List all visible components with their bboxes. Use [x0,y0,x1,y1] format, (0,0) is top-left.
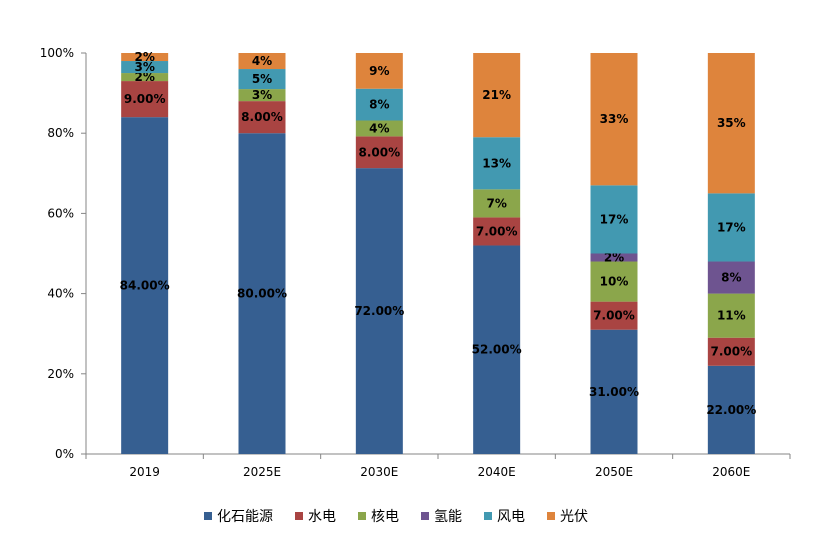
legend-label: 风电 [497,509,525,525]
legend-swatch [484,512,492,520]
bar-segment [590,253,638,262]
data-label: 31.00% [589,385,639,399]
bar-segment [121,73,169,82]
data-label: 8.00% [359,145,401,159]
legend-swatch [358,512,366,520]
x-tick-label: 2040E [478,465,516,479]
data-label: 52.00% [472,343,522,357]
data-label: 4% [369,121,389,135]
bar-segment [590,53,638,186]
data-label: 2% [134,50,154,64]
bar-segment [707,293,755,338]
data-label: 8.00% [241,110,283,124]
legend-label: 水电 [308,509,336,525]
y-tick-label: 100% [40,46,74,60]
bar-segment [121,61,169,74]
bar-segment [473,217,521,246]
data-label: 21% [482,88,511,102]
bar-segment [473,189,521,218]
bar-segment [707,337,755,366]
legend-swatch [204,512,212,520]
data-label: 7.00% [593,309,635,323]
legend-swatch [547,512,555,520]
bar-segment [707,53,755,194]
x-tick-label: 2050E [595,465,633,479]
legend-swatch [295,512,303,520]
x-tick-label: 2025E [243,465,281,479]
bar-segment [473,53,521,138]
bar-segment [355,136,403,169]
x-tick-label: 2060E [712,465,750,479]
data-label: 7% [486,196,506,210]
data-label: 9% [369,64,389,78]
data-label: 9.00% [124,92,166,106]
data-label: 72.00% [354,304,404,318]
bar-segment [238,133,286,454]
x-tick-label: 2019 [129,465,160,479]
data-label: 84.00% [120,279,170,293]
y-tick-label: 80% [47,126,74,140]
bar-segment [238,53,286,70]
bar-segment [590,261,638,302]
bar-segment [121,81,169,118]
bar-segment [707,193,755,262]
y-tick-label: 20% [47,367,74,381]
legend-swatch [421,512,429,520]
data-label: 8% [721,271,741,285]
bar-segment [355,120,403,137]
bar-segment [590,301,638,330]
data-label: 3% [134,60,154,74]
data-label: 80.00% [237,287,287,301]
bar-segment [238,69,286,90]
bar-segment [473,245,521,454]
legend-label: 氢能 [434,509,462,525]
legend-label: 化石能源 [217,509,273,525]
data-label: 4% [252,54,272,68]
bar-segment [121,53,169,62]
bar-segment [355,168,403,454]
data-label: 17% [717,220,746,234]
y-tick-label: 60% [47,206,74,220]
bar-segment [707,261,755,294]
y-tick-label: 40% [47,287,74,301]
data-label: 2% [604,251,624,265]
x-tick-label: 2030E [360,465,398,479]
bar-segment [355,53,403,89]
data-label: 13% [482,156,511,170]
data-label: 7.00% [476,224,518,238]
bar-segment [355,88,403,121]
data-label: 33% [600,112,629,126]
bar-segment [590,185,638,254]
bar-segment [473,137,521,190]
bar-segment [121,117,169,454]
bar-segment [238,89,286,102]
bar-segment [590,329,638,454]
data-label: 5% [252,72,272,86]
y-tick-label: 0% [55,447,74,461]
data-label: 17% [600,212,629,226]
data-label: 3% [252,88,272,102]
legend-label: 核电 [371,509,399,525]
data-label: 22.00% [706,403,756,417]
data-label: 8% [369,98,389,112]
data-label: 2% [134,70,154,84]
data-label: 35% [717,116,746,130]
data-label: 7.00% [711,345,753,359]
bar-segment [707,365,755,454]
data-label: 10% [600,275,629,289]
data-label: 11% [717,309,746,323]
bar-segment [238,101,286,134]
legend-label: 光伏 [560,509,588,525]
